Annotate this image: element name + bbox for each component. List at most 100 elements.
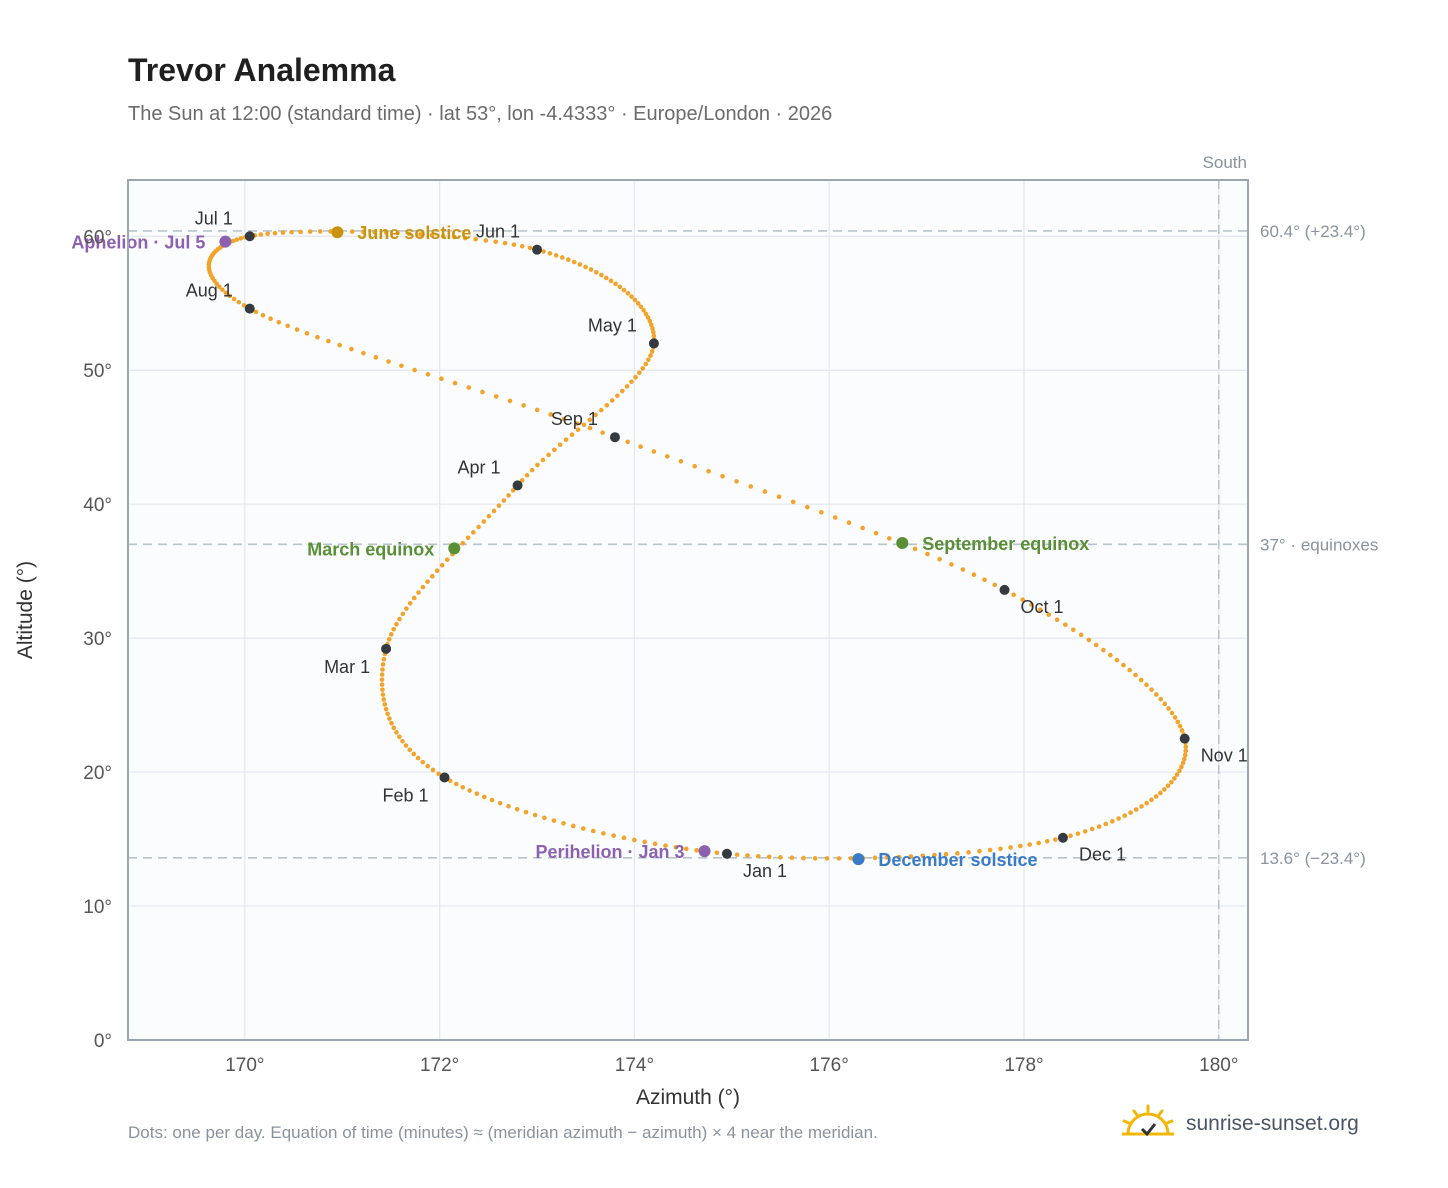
daily-sun-dot [465, 535, 471, 541]
daily-sun-dot [439, 376, 444, 381]
daily-sun-dot [583, 264, 588, 270]
daily-sun-dot [1107, 652, 1113, 658]
daily-sun-dot [474, 791, 480, 797]
reference-line-label: 60.4° (+23.4°) [1260, 222, 1366, 241]
daily-sun-dot [407, 601, 413, 606]
daily-sun-dot [483, 238, 489, 243]
daily-sun-dot [1177, 768, 1182, 774]
daily-sun-dot [886, 536, 892, 541]
daily-sun-dot [649, 349, 655, 354]
daily-sun-dot [476, 524, 481, 530]
daily-sun-dot [812, 855, 818, 861]
daily-sun-dot [1046, 612, 1052, 617]
daily-sun-dot [912, 546, 918, 552]
daily-sun-dot [361, 229, 366, 235]
daily-sun-dot [258, 232, 264, 237]
daily-sun-dot [1174, 772, 1180, 777]
daily-sun-dot [420, 759, 426, 765]
brand-link[interactable]: sunrise-sunset.org [1120, 1100, 1359, 1148]
daily-sun-dot [1093, 642, 1099, 648]
x-tick-label: 170° [225, 1055, 264, 1076]
daily-sun-dot [214, 281, 220, 287]
daily-sun-dot [1127, 667, 1132, 673]
daily-sun-dot [652, 841, 658, 847]
daily-sun-dot [608, 278, 614, 284]
daily-sun-dot [587, 417, 593, 423]
daily-sun-dot [444, 557, 450, 563]
daily-sun-dot [326, 338, 331, 344]
daily-sun-dot [447, 778, 453, 784]
daily-sun-dot [473, 236, 478, 242]
event-marker [852, 853, 865, 866]
daily-sun-dot [361, 350, 366, 356]
month-marker [244, 231, 255, 242]
daily-sun-dot [380, 667, 385, 672]
month-label: Mar 1 [324, 657, 370, 677]
daily-sun-dot [819, 509, 824, 515]
daily-sun-dot [588, 267, 594, 272]
month-label: Apr 1 [458, 457, 501, 477]
plot-area [128, 180, 1248, 1040]
daily-sun-dot [238, 236, 244, 241]
daily-sun-dot [280, 230, 286, 235]
month-marker [532, 244, 543, 255]
daily-sun-dot [748, 484, 754, 489]
daily-sun-dot [1149, 797, 1154, 803]
daily-sun-dot [294, 327, 300, 332]
y-axis-label: Altitude (°) [14, 561, 37, 659]
daily-sun-dot [673, 844, 679, 850]
daily-sun-dot [412, 367, 417, 373]
daily-sun-dot [846, 520, 852, 526]
daily-sun-dot [762, 489, 768, 494]
daily-sun-dot [663, 843, 668, 848]
daily-sun-dot [1154, 692, 1159, 697]
reference-line-label: 37° · equinoxes [1260, 535, 1378, 554]
daily-sun-dot [1179, 764, 1184, 770]
event-label: Perihelion · Jan 3 [536, 842, 685, 862]
daily-sun-dot [720, 473, 725, 479]
daily-sun-dot [397, 734, 402, 740]
daily-sun-dot [385, 711, 390, 717]
daily-sun-dot [486, 513, 492, 519]
daily-sun-dot [643, 361, 649, 367]
daily-sun-dot [506, 803, 511, 809]
daily-sun-dot [1133, 672, 1138, 678]
daily-sun-dot [1110, 819, 1115, 824]
daily-sun-dot [620, 388, 625, 394]
daily-sun-dot [386, 636, 392, 642]
daily-sun-dot [471, 530, 476, 535]
daily-sun-dot [1179, 728, 1185, 733]
daily-sun-dot [381, 697, 387, 702]
month-label: Jan 1 [743, 861, 787, 881]
month-marker [439, 772, 450, 783]
daily-sun-dot [501, 498, 507, 503]
daily-sun-dot [601, 831, 606, 836]
daily-sun-dot [372, 229, 377, 235]
month-label: Feb 1 [382, 785, 428, 805]
event-label: March equinox [307, 539, 434, 559]
daily-sun-dot [489, 797, 495, 803]
daily-sun-dot [234, 237, 240, 242]
daily-sun-dot [621, 287, 627, 293]
daily-sun-dot [454, 781, 459, 787]
daily-sun-dot [268, 316, 273, 322]
daily-sun-dot [1011, 592, 1016, 598]
daily-sun-dot [651, 449, 657, 454]
daily-sun-dot [420, 584, 426, 590]
daily-sun-dot [380, 662, 386, 667]
daily-sun-dot [1089, 826, 1095, 832]
event-marker [219, 235, 232, 248]
y-tick-label: 0° [94, 1031, 112, 1052]
x-tick-label: 178° [1004, 1055, 1043, 1076]
daily-sun-dot [315, 334, 320, 340]
daily-sun-dot [407, 747, 413, 753]
x-tick-label: 176° [810, 1055, 849, 1076]
daily-sun-dot [425, 579, 430, 584]
daily-sun-dot [349, 346, 354, 352]
daily-sun-dot [379, 677, 385, 682]
daily-sun-dot [1053, 837, 1058, 842]
daily-sun-dot [932, 852, 937, 858]
daily-sun-dot [1029, 602, 1034, 607]
daily-sun-dot [632, 297, 638, 303]
daily-sun-dot [908, 854, 914, 859]
